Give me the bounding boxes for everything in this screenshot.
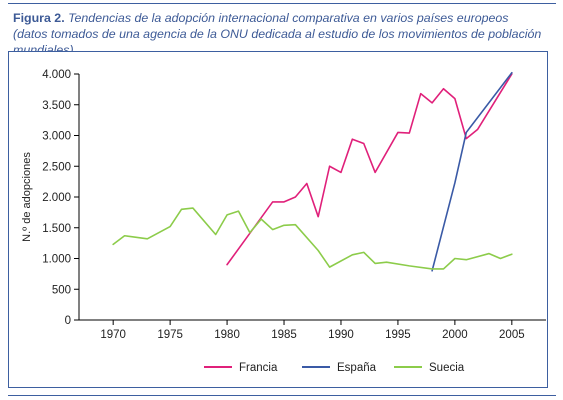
legend: Francia España Suecia: [204, 362, 465, 374]
caption-label: Figura 2.: [13, 11, 65, 25]
x-tick-label: 1980: [214, 329, 240, 341]
y-tick-label: 0: [65, 315, 71, 327]
axes: 0 500 1.000 1.500 2.000 2.500 3.000 3.500 4.000 1…: [21, 69, 546, 341]
y-tick-label: 3.500: [42, 100, 71, 112]
series-line-espana: [431, 71, 513, 272]
y-tick-label: 500: [52, 284, 71, 296]
top-rule: [8, 3, 556, 4]
x-tick-label: 1975: [157, 329, 183, 341]
x-tick-label: 1995: [385, 329, 411, 341]
line-chart: 0 500 1.000 1.500 2.000 2.500 3.000 3.500 4.000 1…: [21, 69, 546, 374]
x-tick-label: 1985: [271, 329, 297, 341]
caption-line-1: Figura 2. Tendencias de la adopción inte…: [13, 10, 558, 26]
legend-label: Francia: [239, 362, 278, 374]
y-tick-label: 1.500: [42, 223, 71, 235]
series-line-suecia: [112, 207, 513, 270]
caption-title: Tendencias de la adopción internacional …: [68, 11, 509, 25]
figure-caption: Figura 2. Tendencias de la adopción inte…: [13, 10, 558, 58]
series-line-francia: [226, 73, 513, 266]
chart-frame: 0 500 1.000 1.500 2.000 2.500 3.000 3.500 4.000 1…: [8, 51, 548, 388]
y-tick-label: 1.000: [42, 254, 71, 266]
x-tick-label: 1990: [328, 329, 354, 341]
y-tick-label: 2.500: [42, 161, 71, 173]
legend-label: Suecia: [429, 362, 465, 374]
legend-label: España: [337, 362, 377, 374]
x-tick-label: 2000: [442, 329, 468, 341]
y-tick-label: 4.000: [42, 69, 71, 81]
x-tick-label: 1970: [100, 329, 126, 341]
series-group: [112, 71, 513, 272]
y-tick-label: 3.000: [42, 131, 71, 143]
y-tick-label: 2.000: [42, 192, 71, 204]
y-axis-label: N.º de adopciones: [21, 152, 33, 242]
x-tick-label: 2005: [499, 329, 525, 341]
bottom-rule: [8, 395, 556, 396]
